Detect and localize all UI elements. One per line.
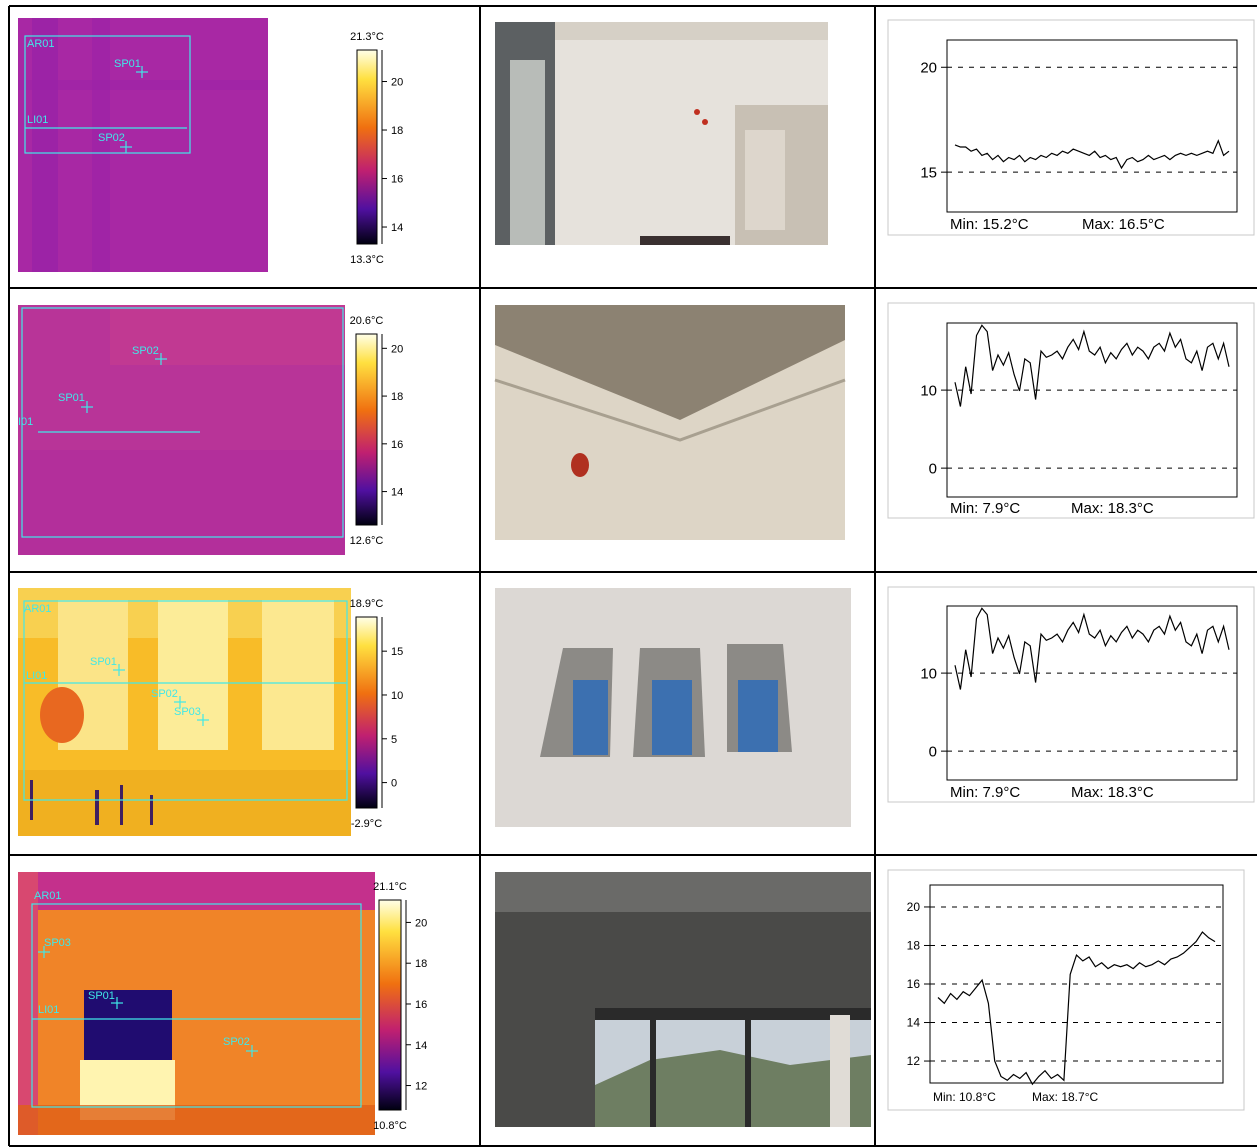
colorbar-tick-label: 20 xyxy=(391,77,403,89)
y-tick-label: 20 xyxy=(907,900,921,914)
marker-label: SP01 xyxy=(88,990,115,1002)
y-tick-label: 0 xyxy=(929,460,937,477)
marker-label: SP02 xyxy=(151,688,178,700)
y-tick-label: 14 xyxy=(907,1016,921,1030)
marker-label: I01 xyxy=(18,416,33,428)
y-tick-label: 0 xyxy=(929,743,937,760)
scale-max-label: 21.3°C xyxy=(350,31,384,43)
report-table: 21.3°C 13.3°C 14 16 18 20 AR01 SP01 LI01 SP02 15 20… xyxy=(0,0,1257,1148)
colorbar-tick-label: 14 xyxy=(391,487,403,499)
colorbar-tick-label: 14 xyxy=(415,1040,427,1052)
scale-min-label: -2.9°C xyxy=(351,818,382,830)
scale-min-label: 12.6°C xyxy=(350,535,384,547)
colorbar-tick-label: 14 xyxy=(391,222,403,234)
y-tick-label: 16 xyxy=(907,977,921,991)
marker-label: LI01 xyxy=(38,1004,59,1016)
marker-label: SP02 xyxy=(223,1036,250,1048)
chart-box xyxy=(888,587,1254,802)
scale-max-label: 21.1°C xyxy=(373,881,407,893)
marker-label: SP03 xyxy=(44,937,71,949)
colorbar xyxy=(356,334,377,525)
min-label: Min: 7.9°C xyxy=(950,784,1020,801)
colorbar-tick-label: 16 xyxy=(415,999,427,1011)
colorbar-tick-label: 12 xyxy=(415,1081,427,1093)
marker-label: AR01 xyxy=(34,890,62,902)
chart-box xyxy=(888,303,1254,518)
colorbar xyxy=(356,617,377,808)
colorbar xyxy=(357,50,377,244)
page: {"rows": [ {"thermal": {"scale_max": {"v… xyxy=(0,0,1257,1148)
colorbar-tick-label: 15 xyxy=(391,646,403,658)
scale-min-label: 13.3°C xyxy=(350,254,384,266)
marker-label: LI01 xyxy=(26,670,47,682)
marker-label: SP01 xyxy=(90,656,117,668)
max-label: Max: 18.7°C xyxy=(1032,1090,1098,1104)
colorbar-tick-label: 16 xyxy=(391,439,403,451)
min-label: Min: 7.9°C xyxy=(950,500,1020,517)
colorbar-tick-label: 0 xyxy=(391,778,397,790)
marker-label: SP01 xyxy=(114,58,141,70)
marker-label: SP02 xyxy=(132,345,159,357)
chart-box xyxy=(888,20,1254,235)
scale-max-label: 18.9°C xyxy=(350,598,384,610)
colorbar-tick-label: 20 xyxy=(415,917,427,929)
max-label: Max: 18.3°C xyxy=(1071,500,1154,517)
min-label: Min: 10.8°C xyxy=(933,1090,996,1104)
min-label: Min: 15.2°C xyxy=(950,216,1029,233)
marker-label: SP01 xyxy=(58,392,85,404)
marker-label: AR01 xyxy=(24,603,52,615)
y-tick-label: 10 xyxy=(920,382,937,399)
colorbar-tick-label: 16 xyxy=(391,174,403,186)
marker-label: AR01 xyxy=(27,38,55,50)
photos xyxy=(495,22,871,1127)
max-label: Max: 16.5°C xyxy=(1082,216,1165,233)
thermal-images xyxy=(18,18,375,1135)
max-label: Max: 18.3°C xyxy=(1071,784,1154,801)
colorbar-tick-label: 20 xyxy=(391,343,403,355)
scale-min-label: 10.8°C xyxy=(373,1120,407,1132)
colorbar-tick-label: 10 xyxy=(391,690,403,702)
y-tick-label: 10 xyxy=(920,665,937,682)
y-tick-label: 20 xyxy=(920,60,937,77)
y-tick-label: 12 xyxy=(907,1054,921,1068)
marker-label: SP02 xyxy=(98,132,125,144)
y-tick-label: 15 xyxy=(920,164,937,181)
colorbar-tick-label: 18 xyxy=(391,125,403,137)
colorbar-tick-label: 18 xyxy=(391,391,403,403)
colorbar-tick-label: 5 xyxy=(391,734,397,746)
marker-label: SP03 xyxy=(174,706,201,718)
colorbar xyxy=(379,900,401,1110)
y-tick-label: 18 xyxy=(907,939,921,953)
chart-box xyxy=(888,870,1244,1110)
scale-max-label: 20.6°C xyxy=(350,315,384,327)
colorbar-tick-label: 18 xyxy=(415,958,427,970)
marker-label: LI01 xyxy=(27,114,48,126)
